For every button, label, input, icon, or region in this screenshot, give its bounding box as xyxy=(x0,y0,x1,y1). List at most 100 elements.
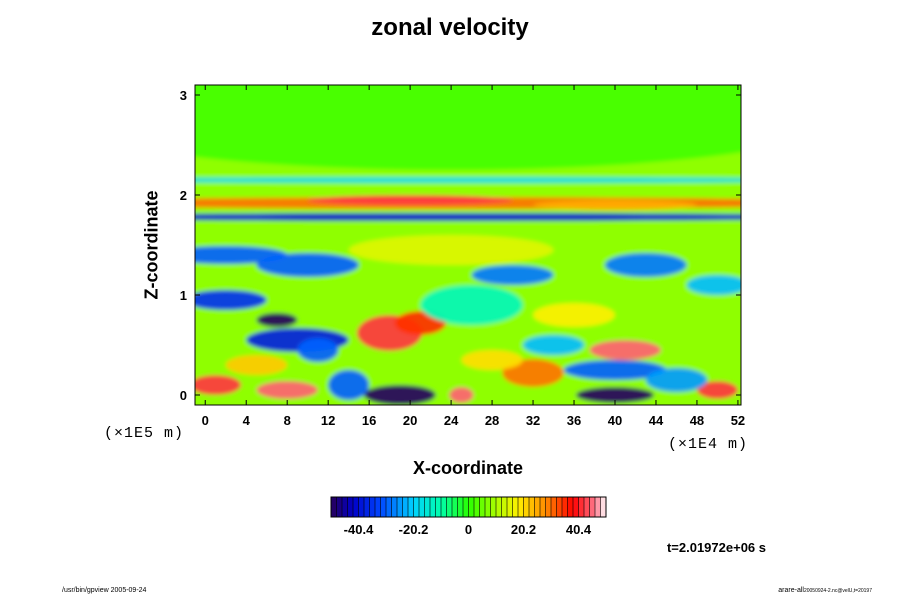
colorbar-segment xyxy=(551,497,557,517)
y-axis-label: Z-coordinate xyxy=(141,190,162,300)
colorbar-segment xyxy=(490,497,497,517)
time-label: t=2.01972e+06 s xyxy=(666,540,766,555)
colorbar-segment xyxy=(501,497,508,517)
colorbar-tick-label: 20.2 xyxy=(511,522,536,537)
colorbar-segment xyxy=(375,497,381,517)
x-tick-label: 32 xyxy=(526,413,540,428)
colorbar-segment xyxy=(567,497,574,517)
field-feature xyxy=(576,387,654,403)
colorbar-segment xyxy=(342,497,348,517)
field-feature xyxy=(420,285,523,325)
field-feature xyxy=(256,253,359,277)
colorbar-segment xyxy=(507,497,513,517)
colorbar-segment xyxy=(562,497,568,517)
colorbar-segment xyxy=(441,497,447,517)
colorbar-segment xyxy=(435,497,442,517)
y-tick-label: 3 xyxy=(180,88,187,103)
x-tick-label: 24 xyxy=(444,413,459,428)
colorbar-segment xyxy=(540,497,546,517)
field-feature xyxy=(589,340,662,360)
field-feature xyxy=(686,275,741,295)
colorbar-segment xyxy=(479,497,486,517)
colorbar-segment xyxy=(600,497,607,517)
x-tick-label: 52 xyxy=(731,413,745,428)
field-feature xyxy=(471,265,554,285)
colorbar-segment xyxy=(397,497,403,517)
x-tick-label: 4 xyxy=(243,413,251,428)
colorbar-segment xyxy=(595,497,601,517)
colorbar-tick-label: 0 xyxy=(465,522,472,537)
footer-command: /usr/bin/gpview 2005-09-24 xyxy=(62,587,147,594)
colorbar-segment xyxy=(452,497,458,517)
colorbar-segment xyxy=(474,497,480,517)
field-feature xyxy=(461,350,523,370)
plot-frame xyxy=(194,84,742,406)
colorbar-tick-label: -40.4 xyxy=(344,522,374,537)
colorbar-segment xyxy=(419,497,425,517)
x-tick-label: 12 xyxy=(321,413,335,428)
colorbar-segment xyxy=(578,497,585,517)
colorbar-segment xyxy=(331,497,337,517)
colorbar-segment xyxy=(402,497,409,517)
field-feature xyxy=(195,213,741,221)
colorbar-segment xyxy=(358,497,365,517)
colorbar-segment xyxy=(556,497,563,517)
colorbar-segment xyxy=(408,497,414,517)
x-tick-label: 8 xyxy=(284,413,291,428)
x-tick-label: 20 xyxy=(403,413,417,428)
colorbar-segment xyxy=(369,497,376,517)
colorbar-segment xyxy=(573,497,579,517)
field-feature xyxy=(522,335,585,355)
field-feature xyxy=(696,381,738,399)
colorbar-segment xyxy=(391,497,398,517)
velocity-field xyxy=(195,85,741,405)
x-tick-label: 44 xyxy=(649,413,664,428)
z-unit-label: (×1E5 m) xyxy=(104,425,185,442)
colorbar-tick-label: -20.2 xyxy=(399,522,429,537)
colorbar-segment xyxy=(413,497,420,517)
colorbar-segment xyxy=(336,497,343,517)
field-feature xyxy=(533,303,616,327)
field-feature xyxy=(563,360,667,380)
x-axis-label: X-coordinate xyxy=(412,458,523,478)
colorbar-segment xyxy=(589,497,596,517)
x-unit-label: (×1E4 m) xyxy=(668,436,749,453)
colorbar-segment xyxy=(347,497,354,517)
footer-source: arare-all20050924-2.nc@velU,t=20197 xyxy=(778,587,872,594)
field-feature xyxy=(307,195,513,205)
y-tick-label: 1 xyxy=(180,288,187,303)
x-tick-label: 28 xyxy=(485,413,499,428)
colorbar-segment xyxy=(353,497,359,517)
colorbar-segment xyxy=(584,497,590,517)
chart-title: zonal velocity xyxy=(371,14,529,41)
colorbar-segment xyxy=(534,497,541,517)
field-feature xyxy=(195,177,741,183)
y-axis: 0 1 2 3 xyxy=(180,88,741,403)
field-feature xyxy=(328,370,370,400)
colorbar-segment xyxy=(523,497,530,517)
x-tick-label: 36 xyxy=(567,413,581,428)
colorbar-segment xyxy=(518,497,524,517)
colorbar-segment xyxy=(545,497,552,517)
colorbar-segment xyxy=(512,497,519,517)
y-tick-label: 0 xyxy=(180,388,187,403)
colorbar-segment xyxy=(380,497,387,517)
colorbar-segment xyxy=(446,497,453,517)
field-feature xyxy=(256,313,298,327)
x-tick-label: 0 xyxy=(202,413,209,428)
field-layer xyxy=(195,85,741,405)
field-feature xyxy=(645,368,708,392)
colorbar-segment xyxy=(496,497,502,517)
field-feature xyxy=(533,200,697,210)
field-feature xyxy=(348,235,554,265)
colorbar-segment xyxy=(529,497,535,517)
x-axis: 0 4 8 12 16 20 24 28 32 36 40 44 48 52 xyxy=(202,85,745,428)
x-tick-label: 40 xyxy=(608,413,622,428)
field-feature xyxy=(604,253,687,277)
colorbar-segment xyxy=(430,497,436,517)
colorbar-frame xyxy=(330,496,607,518)
field-feature xyxy=(502,359,564,387)
colorbar-segment xyxy=(485,497,491,517)
field-feature xyxy=(195,375,242,395)
y-tick-label: 2 xyxy=(180,188,187,203)
